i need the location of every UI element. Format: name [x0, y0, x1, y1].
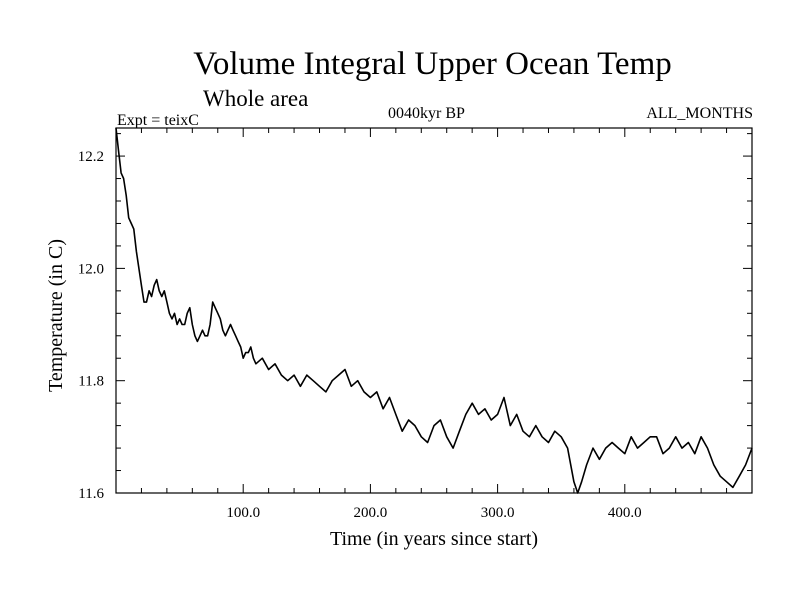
y-tick-label: 12.0	[78, 261, 104, 277]
plot-frame	[115, 127, 753, 494]
y-tick-label: 12.2	[78, 149, 104, 165]
x-tick-label: 100.0	[226, 505, 260, 521]
y-tick-label: 11.6	[78, 486, 104, 502]
chart-title: Volume Integral Upper Ocean Temp	[193, 46, 672, 82]
tick-labels: 100.0 200.0 300.0 400.0 11.6 11.8 12.0 12.2	[78, 149, 642, 521]
x-tick-label: 300.0	[481, 505, 515, 521]
chart-subtitle: Whole area	[203, 86, 309, 111]
y-axis-label: Temperature (in C)	[45, 239, 67, 392]
temperature-series-line	[115, 127, 753, 494]
months-label: ALL_MONTHS	[646, 105, 753, 122]
experiment-label: Expt = teixC	[117, 112, 199, 129]
x-axis-label: Time (in years since start)	[330, 528, 538, 550]
period-label: 0040kyr BP	[388, 105, 465, 122]
x-tick-label: 400.0	[608, 505, 642, 521]
x-tick-label: 200.0	[354, 505, 388, 521]
axis-ticks	[116, 128, 752, 494]
y-tick-label: 11.8	[78, 374, 104, 390]
